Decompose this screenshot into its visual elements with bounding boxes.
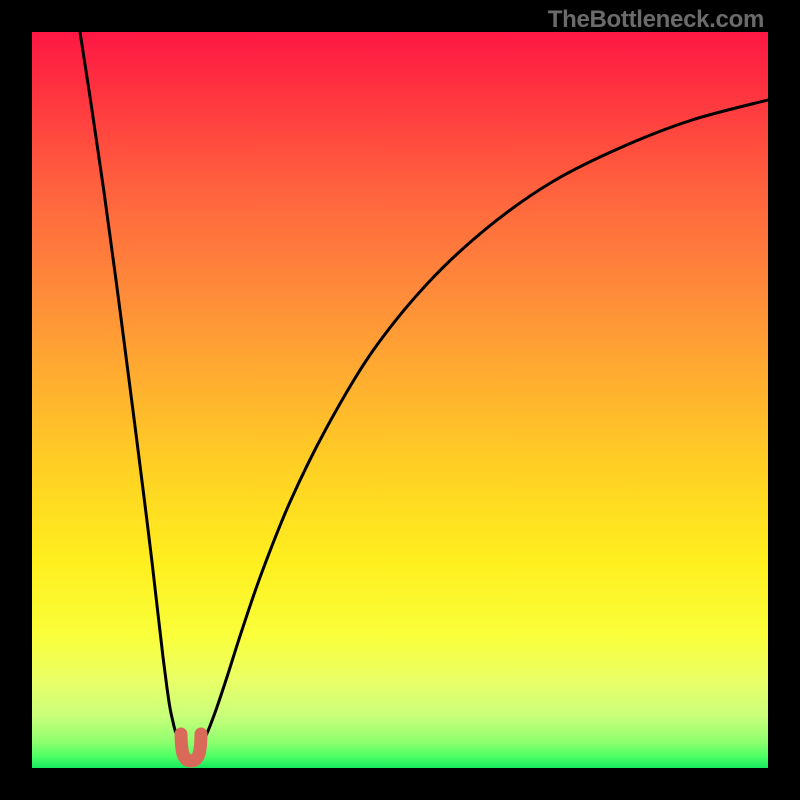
curve-left-branch (80, 32, 180, 744)
chart-outer-frame: TheBottleneck.com (0, 0, 800, 800)
curves-layer (32, 32, 768, 768)
plot-area (32, 32, 768, 768)
notch-marker (181, 734, 201, 761)
watermark-text: TheBottleneck.com (548, 6, 764, 34)
curve-right-branch (202, 100, 768, 744)
